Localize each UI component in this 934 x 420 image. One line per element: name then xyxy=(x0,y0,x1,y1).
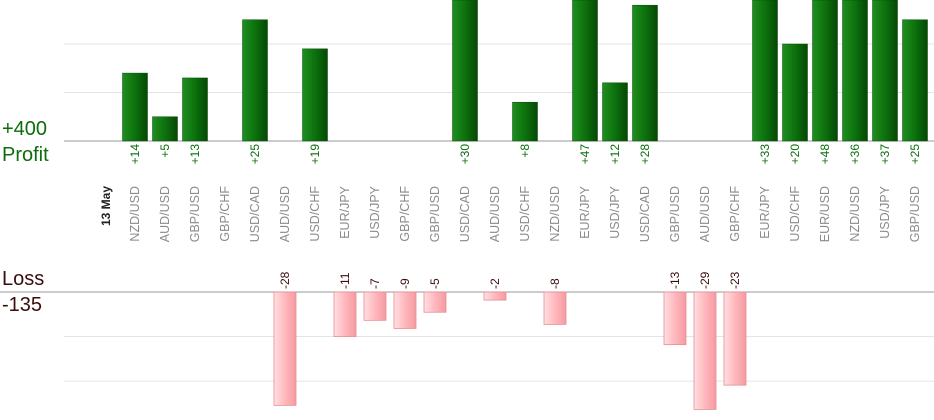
loss-bar xyxy=(543,291,567,325)
profit-bar xyxy=(512,101,538,142)
category-label: AUD/USD xyxy=(488,186,502,242)
profit-bar xyxy=(872,0,898,142)
category-label: GBP/CHF xyxy=(398,186,412,242)
category-label: GBP/USD xyxy=(188,186,202,242)
value-label: -29 xyxy=(698,271,712,289)
profit-label: Profit xyxy=(2,144,49,166)
profit-bar xyxy=(122,72,148,142)
value-label: -9 xyxy=(398,278,412,289)
value-label: +48 xyxy=(818,144,832,165)
category-label: AUD/USD xyxy=(278,186,292,242)
value-label: +30 xyxy=(458,144,472,165)
value-label: -28 xyxy=(278,271,292,289)
profit-bar xyxy=(782,43,808,142)
category-label: EUR/JPY xyxy=(578,185,592,238)
loss-bar xyxy=(723,291,747,386)
category-label: USD/JPY xyxy=(878,185,892,238)
value-label: +25 xyxy=(908,144,922,165)
category-label: GBP/USD xyxy=(428,186,442,242)
profit-bar xyxy=(602,82,628,142)
value-label: +25 xyxy=(248,144,262,165)
value-label: -2 xyxy=(488,278,502,289)
value-label: -8 xyxy=(548,278,562,289)
value-label: +33 xyxy=(758,144,772,165)
profit-bar xyxy=(242,19,268,142)
loss-bar xyxy=(363,291,387,321)
category-label: USD/JPY xyxy=(368,185,382,238)
value-label: +12 xyxy=(608,144,622,165)
profit-bar xyxy=(902,19,928,142)
value-label: +37 xyxy=(878,144,892,165)
category-label: USD/CAD xyxy=(638,186,652,242)
profit-bar xyxy=(302,48,328,142)
bars xyxy=(122,0,928,410)
profit-bar xyxy=(452,0,478,142)
category-label: USD/JPY xyxy=(608,185,622,238)
profit-bar xyxy=(842,0,868,142)
category-label: USD/CAD xyxy=(248,186,262,242)
category-label: AUD/USD xyxy=(698,186,712,242)
value-label: +47 xyxy=(578,144,592,165)
category-label: GBP/USD xyxy=(668,186,682,242)
profit-bar xyxy=(632,4,658,142)
profit-total: +400 xyxy=(2,118,48,140)
category-label: AUD/USD xyxy=(158,186,172,242)
loss-bar xyxy=(693,291,717,410)
category-label: USD/CHF xyxy=(518,186,532,242)
value-label: +13 xyxy=(188,144,202,165)
loss-bar xyxy=(333,291,357,337)
value-label: -7 xyxy=(368,278,382,289)
category-label: GBP/CHF xyxy=(728,186,742,242)
value-label: +20 xyxy=(788,144,802,165)
value-label: -23 xyxy=(728,271,742,289)
category-label: EUR/JPY xyxy=(338,185,352,238)
value-label: -13 xyxy=(668,271,682,289)
loss-bar xyxy=(663,291,687,346)
value-label: +19 xyxy=(308,144,322,165)
profit-bar xyxy=(152,116,178,142)
loss-label: Loss xyxy=(2,268,45,290)
profit-bar xyxy=(572,0,598,142)
category-label: EUR/USD xyxy=(818,186,832,242)
value-label: +5 xyxy=(158,144,172,158)
category-label: NZD/USD xyxy=(128,186,142,242)
value-label: +28 xyxy=(638,144,652,165)
category-label: USD/CAD xyxy=(458,186,472,242)
value-label: +14 xyxy=(128,144,142,165)
category-label: NZD/USD xyxy=(848,186,862,242)
date-label: 13 May xyxy=(99,186,113,226)
category-label: USD/CHF xyxy=(788,186,802,242)
loss-bar xyxy=(273,291,297,406)
category-label: USD/CHF xyxy=(308,186,322,242)
labels: 13 May NZD/USD +14 AUD/USD +5 GBP/USD +13 GBP/C… xyxy=(99,144,922,289)
value-label: +36 xyxy=(848,144,862,165)
category-label: EUR/JPY xyxy=(758,185,772,238)
profit-bar xyxy=(812,0,838,142)
value-label: -5 xyxy=(428,278,442,289)
loss-total: -135 xyxy=(2,294,43,316)
category-label: GBP/USD xyxy=(908,186,922,242)
value-label: -11 xyxy=(338,272,352,289)
loss-bar xyxy=(423,291,447,313)
value-label: +8 xyxy=(518,144,532,158)
profit-bar xyxy=(752,0,778,142)
profit-bar xyxy=(182,77,208,142)
loss-bar xyxy=(483,291,507,301)
category-label: NZD/USD xyxy=(548,186,562,242)
category-label: GBP/CHF xyxy=(218,186,232,242)
loss-bar xyxy=(393,291,417,329)
